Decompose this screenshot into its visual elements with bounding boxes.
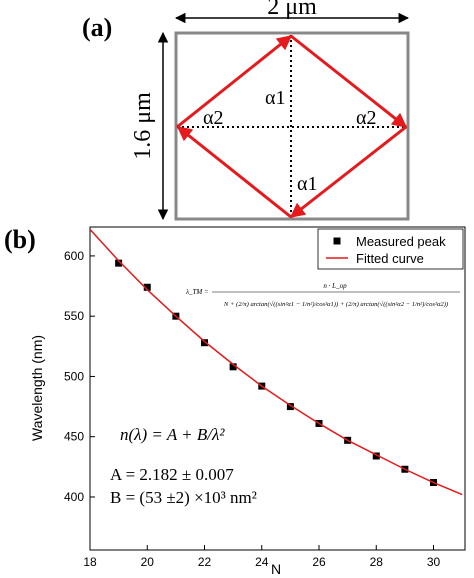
y-tick-label: 550 — [64, 309, 84, 323]
data-point — [201, 339, 209, 347]
y-tick-label: 600 — [64, 249, 84, 263]
x-axis-label: N — [271, 561, 281, 577]
fit-line — [90, 228, 463, 496]
cavity — [174, 31, 410, 221]
angle-label: α1 — [265, 87, 285, 109]
panel-label: (b) — [4, 225, 36, 254]
x-tick-label: 20 — [141, 555, 155, 569]
y-tick-label: 500 — [64, 369, 84, 383]
plot: 18 20 22 24 26 28 30 400 450 500 550 600 Measured pe… — [64, 226, 466, 569]
data-point — [229, 363, 237, 371]
legend-box — [317, 228, 464, 270]
x-tick-label: 30 — [427, 555, 441, 569]
y-axis-label: Wavelength (nm) — [29, 335, 45, 441]
width-label: 2 μm — [267, 0, 317, 20]
ray-path — [176, 34, 408, 219]
formula-numerator: n · L_op — [323, 282, 347, 290]
dispersion-formula: n(λ) = A + B/λ² — [120, 425, 225, 444]
x-tick-label: 26 — [312, 555, 326, 569]
data-point — [143, 283, 151, 291]
angle-label: α2 — [203, 107, 223, 129]
x-tick-label: 24 — [255, 555, 269, 569]
fit-b: B = (53 ±2) ×10³ nm² — [110, 488, 257, 507]
fit-a: A = 2.182 ± 0.007 — [110, 465, 234, 484]
formula-lhs: λ_TM = — [185, 288, 209, 296]
x-tick-label: 22 — [198, 555, 212, 569]
legend-label: Fitted curve — [356, 251, 424, 266]
legend-label: Measured peak — [356, 234, 446, 249]
y-tick-label: 450 — [64, 430, 84, 444]
height-label: 1.6 μm — [130, 92, 156, 160]
angle-label: α2 — [356, 107, 376, 129]
angle-label: α1 — [297, 173, 317, 195]
data-point — [286, 403, 294, 411]
data-point — [115, 259, 123, 267]
x-tick-label: 18 — [83, 555, 97, 569]
panel-label: (a) — [82, 13, 112, 42]
x-tick-label: 28 — [370, 555, 384, 569]
formula-denominator: N + (2/π) arctan(√((sin²α1 − 1/n²)/cos²α… — [223, 300, 448, 308]
y-tick-label: 400 — [64, 490, 84, 504]
legend-swatch — [333, 237, 341, 245]
data-point — [372, 452, 380, 460]
plot-frame — [89, 226, 466, 551]
